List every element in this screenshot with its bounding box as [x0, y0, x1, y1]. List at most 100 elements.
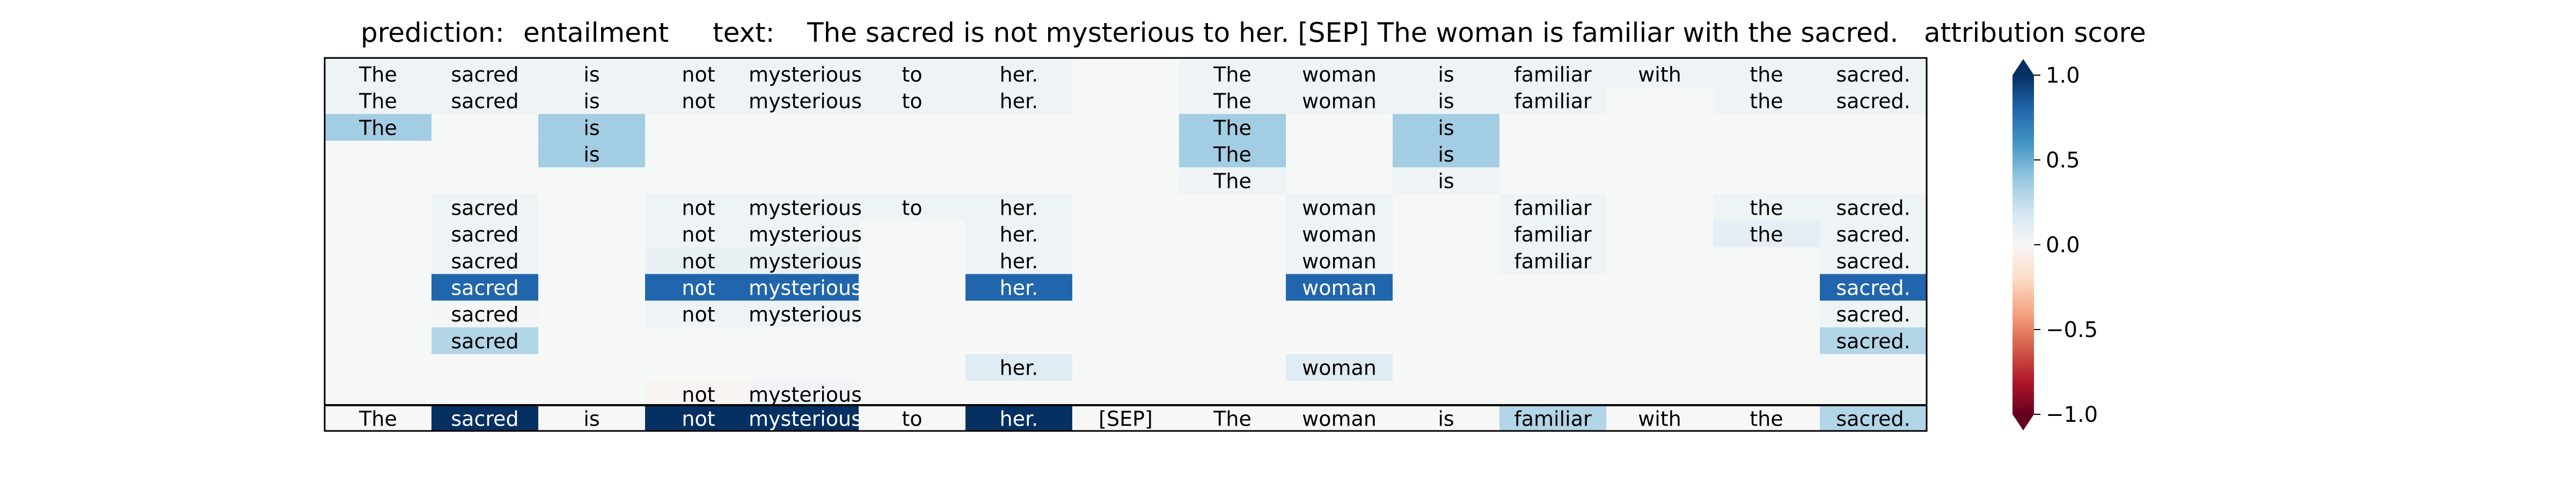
- attribution-row-token-label: the: [1750, 63, 1783, 86]
- summary-row-token-label: not: [682, 407, 715, 431]
- summary-row-cell: [859, 406, 965, 431]
- attribution-row-cell: [965, 221, 1072, 247]
- attribution-row-token-label: sacred: [451, 63, 518, 86]
- attribution-row-cell: [1820, 327, 1927, 354]
- attribution-row-cell: [431, 247, 538, 274]
- attribution-row-token-label: mysterious: [749, 250, 862, 273]
- colorbar-tick-label: −0.5: [2046, 318, 2098, 342]
- attribution-row-cell: [645, 194, 752, 221]
- attribution-row-token-label: The: [358, 116, 397, 140]
- attribution-row-cell: [1286, 247, 1393, 274]
- attribution-row-cell: [645, 247, 752, 274]
- attribution-heatmap: The sacred is not mysterious to her. The woman is…: [324, 57, 1928, 432]
- attribution-row-token-label: familiar: [1514, 250, 1592, 273]
- attribution-row-cell: [752, 247, 859, 274]
- summary-row-token-label: sacred.: [1836, 407, 1910, 431]
- attribution-row-cell: [965, 61, 1072, 87]
- attribution-row-token-label: not: [682, 196, 715, 219]
- attribution-row-token-label: her.: [1000, 250, 1038, 273]
- attribution-row-token-label: to: [902, 90, 922, 113]
- attribution-row-cell: [1179, 167, 1286, 194]
- attribution-row-token-label: mysterious: [749, 196, 862, 219]
- prediction-value: entailment: [523, 17, 669, 48]
- attribution-row-cell: [1713, 61, 1820, 87]
- colorbar-tick-label: −1.0: [2046, 402, 2098, 427]
- summary-row-token-label: with: [1638, 407, 1681, 431]
- attribution-row-token-label: sacred: [451, 223, 518, 246]
- attribution-row-cell: [1286, 87, 1393, 114]
- attribution-row-cell: [1713, 194, 1820, 221]
- attribution-row-token-label: sacred: [451, 90, 518, 113]
- attribution-row-cell: [1286, 61, 1393, 87]
- attribution-row-token-label: not: [682, 250, 715, 273]
- header: prediction: entailment text: The sacred …: [361, 17, 2146, 48]
- attribution-row-token-label: the: [1750, 90, 1783, 113]
- attribution-row-cell: [752, 87, 859, 114]
- attribution-row-cell: [965, 354, 1072, 381]
- summary-row-token-label: The: [358, 407, 397, 431]
- attribution-row-cell: [325, 114, 431, 141]
- attribution-row-cell: [859, 87, 965, 114]
- attribution-row-token-label: not: [682, 383, 715, 406]
- attribution-row-token-label: The: [1213, 90, 1252, 113]
- attribution-row-token-label: her.: [1000, 90, 1038, 113]
- attribution-row-cell: [859, 194, 965, 221]
- attribution-row-cell: [325, 87, 431, 114]
- summary-row-cell: [752, 406, 859, 431]
- colorbar-title: attribution score: [1924, 17, 2146, 48]
- attribution-row-token-label: woman: [1302, 356, 1377, 380]
- attribution-row-cell: [431, 301, 538, 327]
- attribution-row-token-label: mysterious: [749, 90, 862, 113]
- attribution-row-cell: [752, 380, 859, 408]
- attribution-row-token-label: her.: [1000, 356, 1038, 380]
- colorbar-extend-bottom: [2012, 414, 2034, 430]
- attribution-row-token-label: sacred.: [1836, 223, 1910, 246]
- attribution-row-token-label: The: [358, 63, 397, 86]
- attribution-row-token-label: mysterious: [749, 383, 862, 406]
- attribution-row-cell: [1286, 354, 1393, 381]
- attribution-row-cell: [1820, 247, 1927, 274]
- attribution-row-cell: [431, 87, 538, 114]
- attribution-row-token-label: The: [358, 90, 397, 113]
- summary-row-token-label: [SEP]: [1099, 407, 1153, 431]
- summary-row-token-label: mysterious: [749, 407, 862, 431]
- text-label: text:: [713, 17, 775, 48]
- attribution-row-cell: [1606, 61, 1713, 87]
- colorbar-extend-top: [2012, 59, 2034, 75]
- colorbar-tick-label: 0.5: [2046, 148, 2080, 173]
- summary-row-token-label: sacred: [451, 407, 518, 431]
- attribution-row-token-label: is: [1438, 143, 1454, 166]
- attribution-row-cell: [645, 301, 752, 327]
- attribution-row-token-label: her.: [1000, 63, 1038, 86]
- attribution-row-cell: [1499, 247, 1606, 274]
- attribution-row-token-label: to: [902, 63, 922, 86]
- attribution-row-token-label: is: [1438, 90, 1454, 113]
- attribution-row-cell: [1286, 194, 1393, 221]
- attribution-row-cell: [965, 274, 1072, 301]
- attribution-row-cell: [752, 274, 859, 301]
- summary-row-cell: [1820, 406, 1927, 431]
- attribution-row-cell: [752, 221, 859, 247]
- attribution-row-cell: [1499, 221, 1606, 247]
- attribution-row-token-label: is: [583, 63, 599, 86]
- attribution-row-token-label: to: [902, 196, 922, 219]
- summary-row-cell: [431, 406, 538, 431]
- attribution-row-cell: [1499, 87, 1606, 114]
- attribution-row-cell: [645, 274, 752, 301]
- attribution-row-token-label: her.: [1000, 276, 1038, 299]
- attribution-row-cell: [431, 327, 538, 354]
- attribution-row-cell: [1179, 114, 1286, 141]
- attribution-row-token-label: not: [682, 63, 715, 86]
- attribution-row-token-label: her.: [1000, 196, 1038, 219]
- attribution-row-cell: [1820, 274, 1927, 301]
- attribution-row-cell: [752, 61, 859, 87]
- attribution-row-token-label: is: [1438, 116, 1454, 140]
- attribution-row-token-label: is: [1438, 63, 1454, 86]
- attribution-row-cell: [1286, 274, 1393, 301]
- attribution-row-token-label: woman: [1302, 196, 1377, 219]
- attribution-row-token-label: is: [1438, 170, 1454, 193]
- summary-row-cell: [1606, 406, 1713, 431]
- attribution-row-token-label: sacred.: [1836, 303, 1910, 326]
- summary-row-cell: [1179, 406, 1286, 431]
